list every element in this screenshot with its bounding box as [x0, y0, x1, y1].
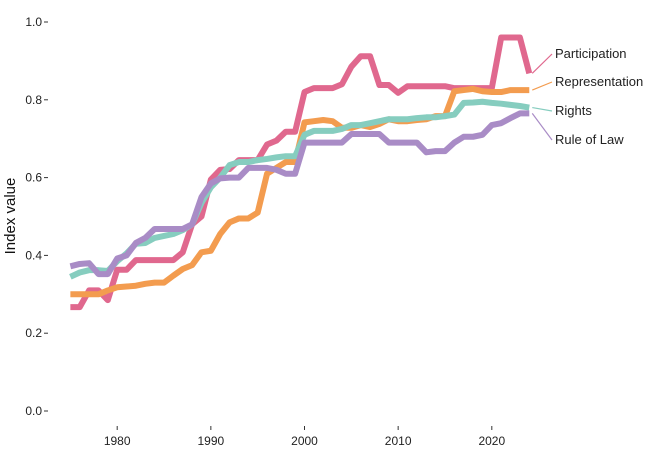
leader-line	[532, 81, 553, 91]
leader-line	[532, 106, 553, 112]
x-tick-label: 1980	[104, 434, 131, 448]
x-tick-label: 2010	[385, 434, 412, 448]
x-tick-label: 2000	[291, 434, 318, 448]
series-lines	[69, 34, 533, 311]
leader-line	[531, 113, 553, 141]
y-axis-title: Index value	[2, 178, 19, 255]
y-tick-label: 0.4	[25, 248, 42, 262]
y-tick-label: 0.2	[25, 326, 42, 340]
series-line-rights	[69, 98, 530, 280]
series-label-representation: Representation	[555, 74, 643, 89]
series-line-rule-of-law	[69, 110, 530, 278]
y-tick-label: 0.6	[25, 171, 42, 185]
y-axis-ticks: 0.0 0.2 0.4 0.6 0.8 1.0	[25, 15, 48, 418]
leader-line	[531, 53, 553, 74]
y-tick-label: 1.0	[25, 15, 42, 29]
x-tick-label: 2020	[478, 434, 505, 448]
series-label-participation: Participation	[555, 46, 627, 61]
series-labels: Participation Representation Rights Rule of…	[531, 46, 643, 147]
series-label-rights: Rights	[555, 103, 592, 118]
series-line-participation	[70, 34, 533, 311]
series-label-rule-of-law: Rule of Law	[555, 132, 624, 147]
y-tick-label: 0.0	[25, 404, 42, 418]
y-tick-label: 0.8	[25, 93, 42, 107]
x-axis-ticks: 1980 1990 2000 2010 2020	[104, 426, 505, 448]
x-tick-label: 1990	[197, 434, 224, 448]
